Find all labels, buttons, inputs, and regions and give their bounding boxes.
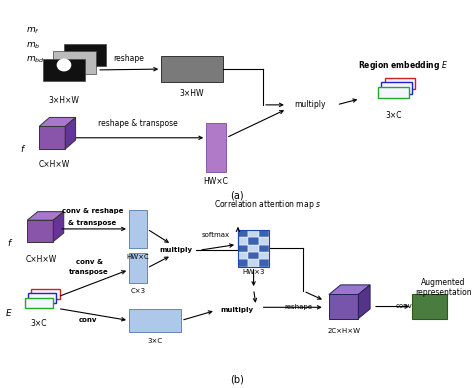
Text: (b): (b) (230, 374, 244, 385)
Bar (238, 252, 248, 259)
Text: Region embedding $E$: Region embedding $E$ (358, 59, 448, 72)
Bar (248, 237, 259, 244)
Text: conv: conv (78, 317, 97, 323)
Circle shape (59, 61, 67, 68)
Polygon shape (358, 285, 370, 319)
Text: 3×C: 3×C (385, 111, 401, 121)
Polygon shape (329, 285, 370, 294)
Bar (381, 82, 412, 94)
Bar (129, 210, 147, 248)
Bar (31, 289, 60, 299)
Text: conv: conv (395, 303, 412, 309)
Text: & transpose: & transpose (68, 220, 117, 226)
Bar (206, 123, 226, 172)
Text: 3×HW: 3×HW (180, 89, 204, 98)
Text: C×H×W: C×H×W (39, 160, 70, 169)
Text: 3×C: 3×C (147, 338, 163, 345)
Polygon shape (65, 118, 76, 149)
Bar (39, 126, 65, 149)
Bar (412, 294, 447, 319)
Bar (161, 55, 223, 82)
Text: reshape: reshape (284, 304, 313, 310)
Text: $f$: $f$ (7, 237, 14, 248)
Polygon shape (43, 59, 85, 81)
Bar (129, 309, 181, 332)
Bar (259, 245, 269, 252)
Bar (248, 230, 259, 237)
Bar (329, 294, 358, 319)
Text: C×3: C×3 (130, 288, 146, 294)
Text: conv & reshape: conv & reshape (62, 208, 123, 215)
Text: $f$: $f$ (19, 144, 26, 154)
Bar (238, 245, 248, 252)
Polygon shape (27, 212, 64, 220)
Text: reshape: reshape (113, 54, 145, 63)
Text: transpose: transpose (69, 269, 109, 275)
Polygon shape (53, 212, 64, 241)
Bar (385, 78, 415, 89)
Bar (248, 245, 259, 252)
Text: 3×H×W: 3×H×W (48, 96, 80, 105)
Polygon shape (39, 118, 76, 126)
Text: multiply: multiply (220, 307, 254, 314)
Bar (25, 298, 53, 308)
Bar (238, 237, 248, 244)
Text: (a): (a) (230, 191, 244, 200)
Bar (259, 259, 269, 267)
Bar (259, 252, 269, 259)
Text: $m_f$: $m_f$ (26, 26, 40, 36)
Text: multiply: multiply (295, 100, 326, 109)
Text: HW×3: HW×3 (242, 269, 265, 275)
Bar (259, 237, 269, 244)
Text: HW×C: HW×C (127, 254, 149, 260)
Bar (248, 259, 259, 267)
Text: Augmented: Augmented (421, 278, 465, 287)
Text: representation: representation (415, 288, 472, 298)
Bar (259, 230, 269, 237)
Bar (378, 87, 409, 98)
Text: $E$: $E$ (5, 307, 12, 318)
Text: 2C×H×W: 2C×H×W (327, 327, 360, 334)
Text: Correlation attention map $s$: Correlation attention map $s$ (214, 198, 321, 211)
Bar (238, 230, 269, 267)
Text: HW×C: HW×C (204, 177, 228, 186)
Text: conv &: conv & (76, 259, 102, 265)
Circle shape (57, 59, 71, 71)
Text: reshape & transpose: reshape & transpose (98, 119, 177, 128)
Bar (28, 293, 56, 303)
Text: 3×C: 3×C (31, 319, 47, 329)
Bar (238, 230, 248, 237)
Text: multiply: multiply (160, 247, 193, 253)
Text: $m_b$: $m_b$ (26, 41, 41, 51)
Bar (248, 252, 259, 259)
Polygon shape (64, 44, 106, 66)
Text: $m_{bd}$: $m_{bd}$ (26, 54, 45, 65)
Bar (129, 253, 147, 283)
Bar (27, 220, 53, 241)
Text: C×H×W: C×H×W (26, 255, 57, 265)
Bar (238, 259, 248, 267)
Text: softmax: softmax (201, 232, 230, 238)
Polygon shape (53, 51, 96, 74)
